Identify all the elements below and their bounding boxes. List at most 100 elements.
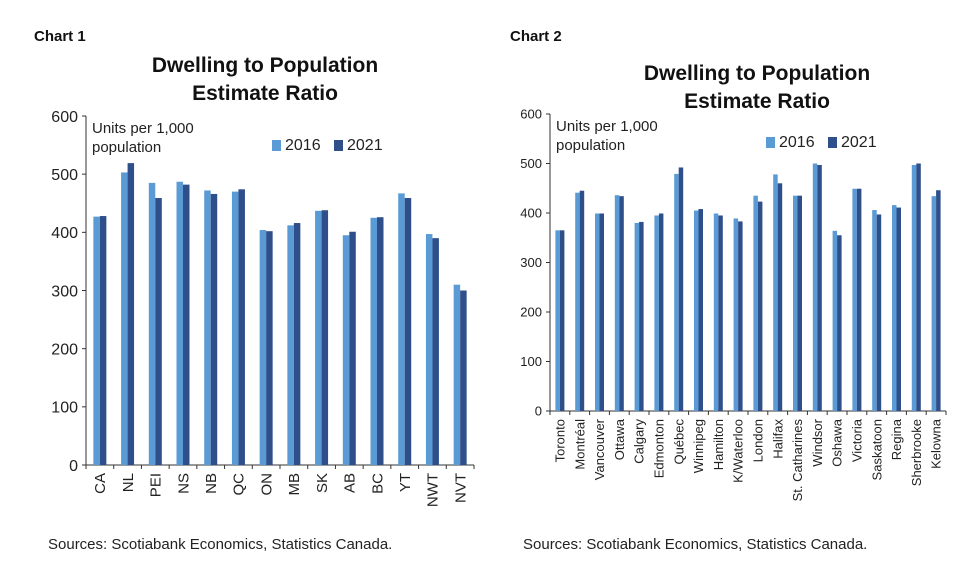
x-tick-label: BC (369, 473, 386, 494)
x-tick-label: MB (286, 473, 303, 496)
y-tick-label: 0 (535, 404, 542, 419)
bar-2016 (674, 173, 679, 411)
x-tick-label: QC (231, 473, 248, 496)
x-tick-label: Québec (671, 419, 686, 465)
legend-label-2016: 2016 (285, 137, 321, 154)
x-tick-label: Saskatoon (869, 419, 884, 480)
bar-2016 (148, 182, 156, 465)
bar-2021 (266, 231, 273, 465)
legend-label-2021: 2021 (347, 137, 383, 154)
bar-2016 (773, 174, 778, 411)
x-tick-label: London (750, 419, 765, 462)
bar-2016 (315, 210, 322, 465)
legend-swatch-2021 (334, 140, 343, 151)
bar-2021 (698, 209, 703, 411)
x-tick-label: Kelowna (929, 418, 944, 469)
bar-2021 (559, 230, 565, 411)
bar-2021 (99, 216, 107, 465)
bar-2016 (654, 215, 659, 411)
bar-2021 (460, 290, 467, 465)
bar-2021 (738, 221, 743, 411)
bar-2016 (733, 218, 739, 411)
x-tick-label: Winnipeg (691, 419, 706, 473)
bar-2016 (931, 196, 937, 411)
x-tick-label: NB (203, 473, 220, 494)
bar-2016 (453, 284, 461, 465)
bar-2021 (293, 223, 301, 465)
bar-2021 (155, 198, 162, 465)
chart-1-panel: Chart 1 Dwelling to Population Estimate … (34, 28, 475, 553)
bar-2016 (694, 210, 699, 411)
legend-swatch-2016 (272, 140, 281, 151)
x-tick-label: Vancouver (592, 418, 607, 480)
y-tick-label: 600 (51, 109, 78, 126)
x-tick-label: CA (92, 473, 109, 494)
source-note: Sources: Scotiabank Economics, Statistic… (48, 536, 393, 553)
bar-2016 (425, 234, 433, 465)
bar-2021 (619, 196, 624, 411)
bar-2016 (176, 181, 183, 465)
bar-2016 (555, 230, 560, 411)
x-tick-label: Montréal (572, 419, 587, 470)
y-tick-label: 600 (520, 107, 542, 122)
x-tick-label: NL (120, 473, 137, 492)
x-tick-label: NS (175, 473, 192, 494)
bar-2016 (93, 216, 100, 465)
bar-2021 (837, 235, 842, 411)
x-tick-label: Hamilton (711, 419, 726, 470)
bar-2016 (812, 163, 818, 411)
bar-2021 (817, 164, 822, 411)
x-tick-label: Regina (889, 418, 904, 460)
bar-2021 (377, 217, 384, 465)
legend-swatch-2016 (766, 137, 775, 148)
bar-2021 (210, 193, 218, 465)
x-tick-label: AB (342, 473, 359, 493)
x-tick-label: Calgary (632, 419, 647, 464)
chart-title: Dwelling to Population Estimate Ratio (151, 54, 379, 105)
chart-2-panel: Chart 2 Dwelling to Population Estimate … (490, 0, 980, 581)
bar-2016 (634, 222, 640, 411)
bar-2021 (599, 213, 604, 411)
bar-2016 (832, 230, 838, 411)
y-tick-label: 400 (51, 225, 78, 242)
chart-title: Dwelling to Population Estimate Ratio (643, 62, 871, 113)
bar-2016 (614, 195, 620, 411)
bar-2021 (432, 238, 439, 465)
chart-label: Chart 1 (34, 28, 86, 45)
bar-2016 (911, 164, 917, 411)
y-tick-label: 300 (51, 283, 78, 300)
y-tick-label: 200 (51, 341, 78, 358)
bar-2016 (793, 195, 798, 411)
bar-2021 (757, 201, 763, 411)
bar-2016 (398, 193, 405, 465)
bar-2021 (404, 198, 412, 465)
x-tick-label: NVT (452, 473, 469, 503)
y-tick-label: 500 (51, 167, 78, 184)
bar-2021 (658, 213, 664, 411)
chart-1-plot: 0 100 200 300 400 500 600 Units per 1,000 popula… (51, 109, 475, 507)
bar-2016 (892, 205, 897, 411)
y-axis-unit-label: Units per 1,000 (92, 120, 194, 137)
source-note: Sources: Scotiabank Economics, Statistic… (523, 536, 868, 553)
x-tick-label: ON (258, 473, 275, 496)
bar-2016 (259, 230, 267, 465)
legend-label-2021: 2021 (841, 134, 877, 151)
x-tick-label: K/Waterloo (731, 419, 746, 483)
x-tick-label: Ottawa (612, 418, 627, 460)
y-tick-label: 500 (520, 156, 542, 171)
x-tick-label: Toronto (552, 419, 567, 462)
x-tick-label: Sherbrooke (909, 419, 924, 486)
y-tick-label: 300 (520, 255, 542, 270)
x-tick-label: Windsor (810, 418, 825, 466)
y-tick-label: 100 (51, 400, 78, 417)
y-tick-label: 0 (69, 458, 78, 475)
bar-2021 (127, 163, 135, 466)
y-tick-label: 200 (520, 305, 542, 320)
bar-2021 (936, 190, 941, 411)
bar-2021 (579, 190, 585, 411)
x-tick-label: Victoria (849, 418, 864, 462)
bar-2016 (575, 192, 580, 411)
bar-2021 (718, 215, 723, 411)
x-tick-label: Oshawa (830, 418, 845, 466)
bar-2016 (713, 213, 719, 411)
